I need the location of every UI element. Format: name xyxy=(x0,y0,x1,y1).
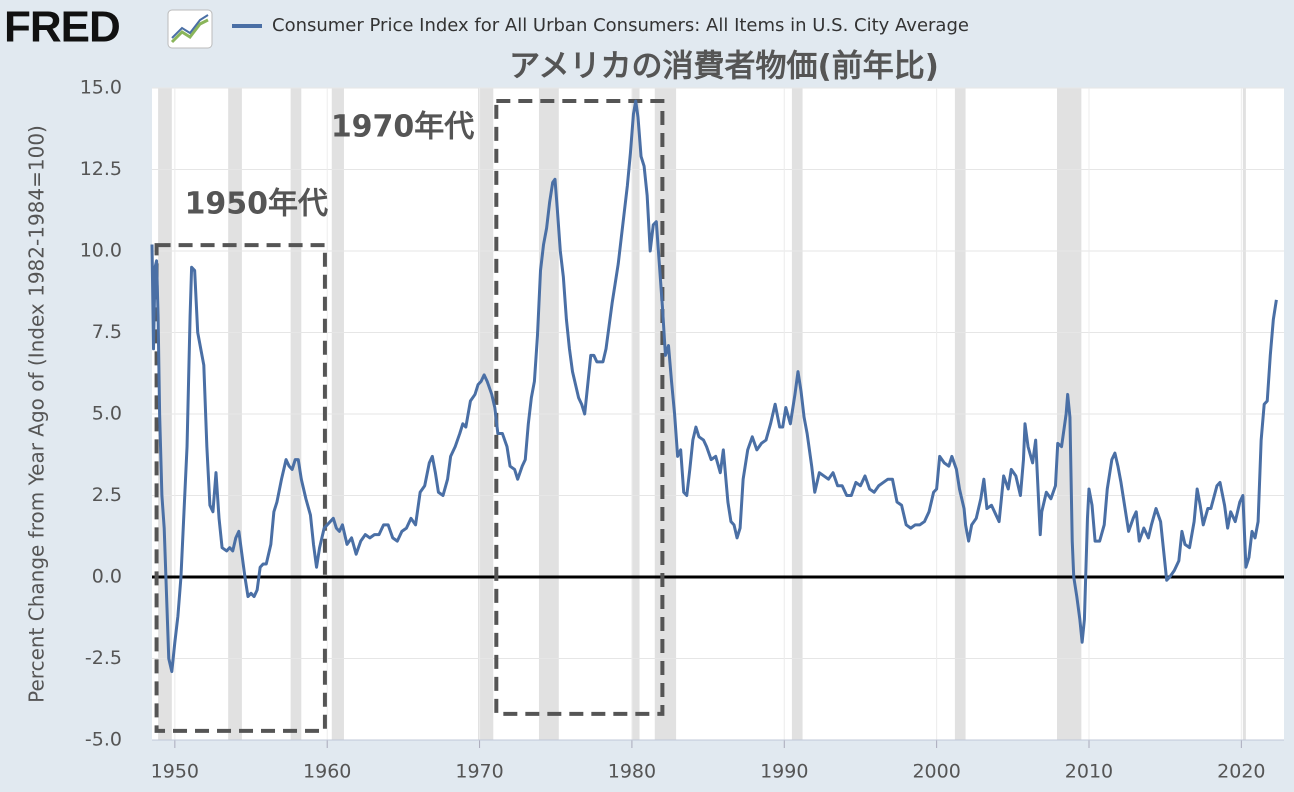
legend-label: Consumer Price Index for All Urban Consu… xyxy=(272,15,969,36)
x-tick-label: 2020 xyxy=(1217,761,1265,783)
y-tick-label: 7.5 xyxy=(92,321,122,343)
y-tick-label: 10.0 xyxy=(80,240,122,262)
chart-title: アメリカの消費者物価(前年比) xyxy=(509,49,939,85)
logo-icon xyxy=(167,9,213,49)
annotation-label: 1970年代 xyxy=(331,110,475,145)
y-tick-label: 2.5 xyxy=(92,484,122,506)
series-line xyxy=(150,99,1278,674)
x-tick-label: 2010 xyxy=(1065,761,1113,783)
y-tick-label: -5.0 xyxy=(85,729,122,751)
y-tick-label: 15.0 xyxy=(80,77,122,99)
y-tick-label: 12.5 xyxy=(80,158,122,180)
logo: FRED xyxy=(4,3,120,52)
x-tick-label: 1970 xyxy=(455,761,503,783)
x-tick-label: 1950 xyxy=(151,761,199,783)
y-axis-label: Percent Change from Year Ago of (Index 1… xyxy=(25,125,49,703)
x-tick-label: 1990 xyxy=(760,761,808,783)
x-tick-label: 2000 xyxy=(912,761,960,783)
y-tick-label: -2.5 xyxy=(85,647,122,669)
x-tick-label: 1960 xyxy=(303,761,351,783)
y-tick-label: 0.0 xyxy=(92,566,122,588)
y-tick-label: 5.0 xyxy=(92,403,122,425)
annotation-label: 1950年代 xyxy=(185,187,329,222)
annotation-box xyxy=(154,243,327,733)
x-tick-label: 1980 xyxy=(608,761,656,783)
annotation-box xyxy=(494,99,665,716)
